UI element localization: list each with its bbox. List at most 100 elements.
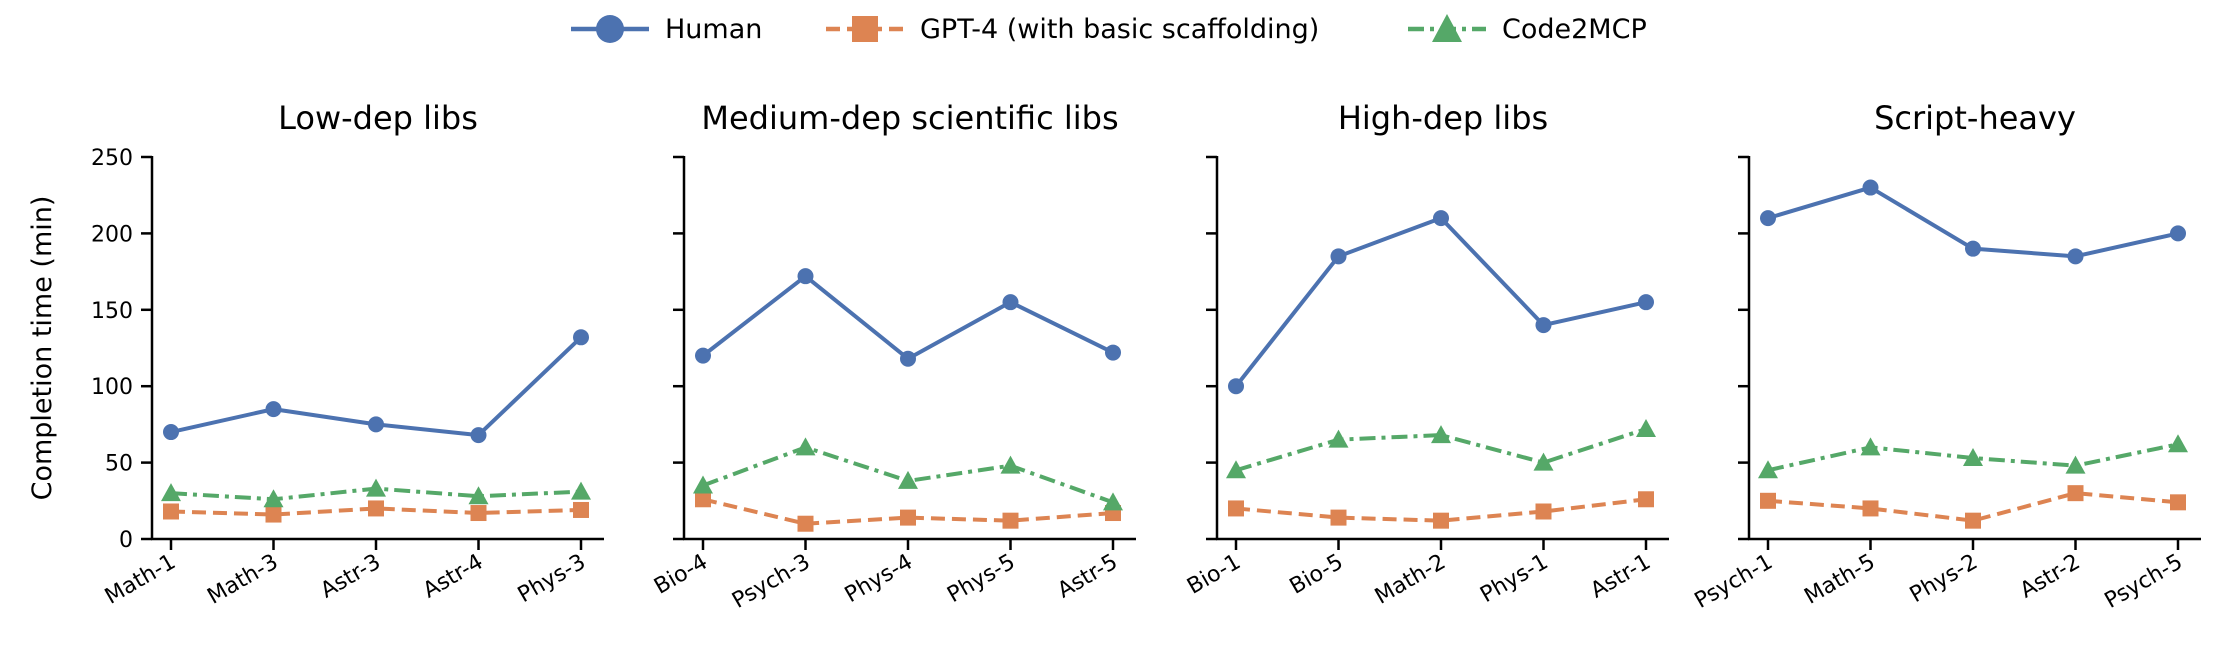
data-point-code2mcp [1226, 460, 1246, 479]
data-point-code2mcp [1103, 492, 1123, 511]
series-human [163, 329, 589, 444]
data-point-code2mcp [1431, 425, 1451, 444]
x-tick-label: Bio-5 [1286, 550, 1348, 600]
data-point-code2mcp [693, 475, 713, 494]
series-gpt4 [1228, 491, 1654, 529]
x-tick-label: Astr-4 [419, 550, 488, 604]
panel-1: Low-dep libs 0 50 100 150 200 250 Completion ti… [27, 99, 604, 610]
legend-marker-code2mcp [1432, 14, 1462, 42]
series-line-human [701, 274, 1114, 361]
x-tick-label: Astr-1 [1586, 550, 1655, 604]
legend-label-code2mcp: Code2MCP [1502, 14, 1647, 45]
series-code2mcp [161, 478, 591, 508]
y-tick-label: 0 [119, 528, 133, 553]
data-point-code2mcp [1000, 455, 1021, 474]
data-point-human [265, 401, 282, 418]
series-code2mcp [693, 437, 1123, 511]
data-point-code2mcp [795, 437, 816, 456]
data-point-code2mcp [366, 478, 386, 497]
x-tick-label: Psych-3 [728, 550, 814, 614]
data-point-gpt4 [1760, 492, 1776, 509]
panel-3: High-dep libs Bio-1 Bio-5 Math-2 Phys-1 Astr-… [1183, 99, 1669, 610]
legend-marker-gpt4 [852, 16, 878, 42]
data-point-gpt4 [1862, 500, 1879, 517]
data-point-code2mcp [1860, 437, 1881, 456]
x-tick-label: Phys-5 [943, 550, 1019, 608]
data-point-gpt4 [1330, 509, 1347, 526]
data-point-human [1760, 210, 1776, 227]
data-point-human [900, 350, 916, 367]
series-gpt4 [1760, 485, 2186, 529]
legend-marker-human [596, 15, 624, 43]
data-point-code2mcp [2168, 434, 2188, 453]
data-point-gpt4 [1638, 491, 1654, 508]
data-point-human [1965, 240, 1981, 257]
data-point-human [1535, 317, 1552, 334]
data-point-code2mcp [1963, 448, 1983, 467]
data-point-human [470, 427, 487, 444]
data-point-human [2067, 248, 2084, 265]
x-tick-label: Astr-2 [2016, 550, 2085, 604]
data-point-code2mcp [161, 483, 181, 502]
series-gpt4 [163, 500, 589, 523]
panel-title: Low-dep libs [278, 99, 478, 137]
data-point-code2mcp [898, 470, 918, 489]
x-tick-label: Math-5 [1800, 550, 1879, 610]
y-tick-label: 200 [91, 222, 133, 247]
data-point-gpt4 [1535, 503, 1552, 520]
y-tick-label: 100 [91, 375, 133, 400]
x-tick-label: Bio-1 [1183, 550, 1245, 600]
series-line-gpt4 [1767, 491, 2179, 523]
x-tick-label: Bio-4 [650, 550, 712, 600]
data-point-code2mcp [1328, 429, 1349, 448]
data-point-human [797, 268, 814, 285]
data-point-code2mcp [1533, 452, 1554, 471]
data-point-gpt4 [368, 500, 384, 517]
data-point-gpt4 [2067, 485, 2084, 502]
series-line-human [1234, 216, 1647, 388]
data-point-code2mcp [571, 481, 591, 500]
data-point-gpt4 [900, 509, 916, 526]
x-tick-label: Phys-1 [1476, 550, 1552, 608]
series-code2mcp [1758, 434, 2188, 479]
series-line-gpt4 [702, 497, 1114, 526]
data-point-gpt4 [163, 503, 179, 520]
x-tick-label: Phys-2 [1906, 550, 1982, 608]
series-gpt4 [695, 491, 1121, 532]
series-line-code2mcp [1235, 427, 1647, 473]
data-point-code2mcp [1758, 460, 1778, 479]
panel-title: High-dep libs [1338, 99, 1548, 137]
panel-title: Script-heavy [1874, 99, 2076, 137]
data-point-human [1105, 344, 1121, 361]
x-tick-label: Astr-3 [316, 550, 385, 604]
legend: Human GPT-4 (with basic scaffolding) Code2… [571, 14, 1647, 45]
data-point-code2mcp [468, 486, 489, 505]
data-point-human [1002, 294, 1019, 311]
series-human [1228, 210, 1654, 395]
data-point-human [1433, 210, 1449, 227]
x-tick-label: Math-3 [203, 550, 282, 610]
data-point-gpt4 [1433, 512, 1449, 529]
x-tick-label: Phys-3 [514, 550, 590, 608]
panel-4: Script-heavy Psych-1 Math-5 Phys-2 Astr-2 Psy… [1691, 99, 2201, 614]
legend-entry-code2mcp: Code2MCP [1408, 14, 1647, 45]
y-tick-label: 150 [91, 299, 133, 324]
data-point-human [368, 416, 384, 433]
data-point-gpt4 [1228, 500, 1244, 517]
series-code2mcp [1226, 418, 1656, 479]
data-point-human [1228, 378, 1244, 395]
x-tick-label: Psych-1 [1691, 550, 1777, 614]
panel-title: Medium-dep scientific libs [701, 99, 1118, 137]
x-tick-label: Psych-5 [2101, 550, 2187, 614]
legend-entry-human: Human [571, 14, 762, 45]
data-point-gpt4 [1002, 512, 1019, 529]
y-tick-label: 50 [105, 452, 133, 477]
data-point-human [573, 329, 589, 346]
series-line-code2mcp [1767, 442, 2179, 473]
panel-2: Medium-dep scientific libs Bio-4 Psych-3 Ph… [650, 99, 1136, 614]
data-point-human [1862, 179, 1879, 196]
data-point-gpt4 [797, 515, 814, 532]
x-tick-label: Astr-5 [1053, 550, 1122, 604]
data-point-human [695, 347, 711, 364]
